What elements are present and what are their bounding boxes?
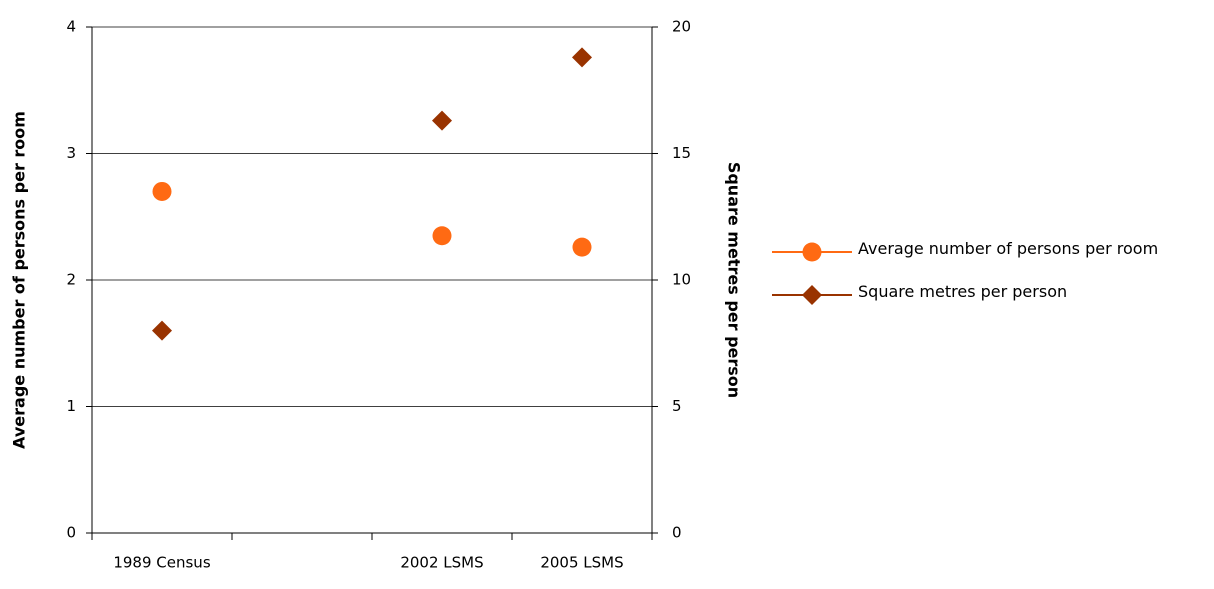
x-tick-label: 2002 LSMS [400, 554, 483, 572]
y-tick-label: 1 [66, 397, 76, 415]
marker [802, 242, 822, 262]
marker [572, 237, 592, 257]
y2-tick-label: 10 [672, 271, 691, 289]
marker [152, 181, 172, 201]
legend-label: Square metres per person [858, 282, 1068, 301]
legend-label: Average number of persons per room [858, 239, 1159, 258]
y-tick-label: 0 [66, 524, 76, 542]
y-axis-title: Average number of persons per room [10, 111, 29, 449]
y2-tick-label: 0 [672, 524, 682, 542]
y2-tick-label: 20 [672, 18, 691, 36]
legend-item: Average number of persons per room [770, 234, 1210, 263]
legend-swatch [772, 242, 852, 262]
marker [802, 285, 822, 305]
y-tick-label: 4 [66, 18, 76, 36]
legend: Average number of persons per room Square… [770, 234, 1210, 320]
marker [432, 226, 452, 246]
legend-item: Square metres per person [770, 277, 1210, 306]
legend-swatch [772, 285, 852, 305]
x-tick-label: 2005 LSMS [540, 554, 623, 572]
y2-tick-label: 15 [672, 144, 691, 162]
marker [432, 110, 452, 131]
marker [572, 47, 592, 68]
marker [152, 320, 172, 341]
y-tick-label: 2 [66, 271, 76, 289]
y2-axis-title: Square metres per person [725, 162, 744, 398]
y2-tick-label: 5 [672, 397, 682, 415]
y-tick-label: 3 [66, 144, 76, 162]
x-tick-label: 1989 Census [113, 554, 210, 572]
